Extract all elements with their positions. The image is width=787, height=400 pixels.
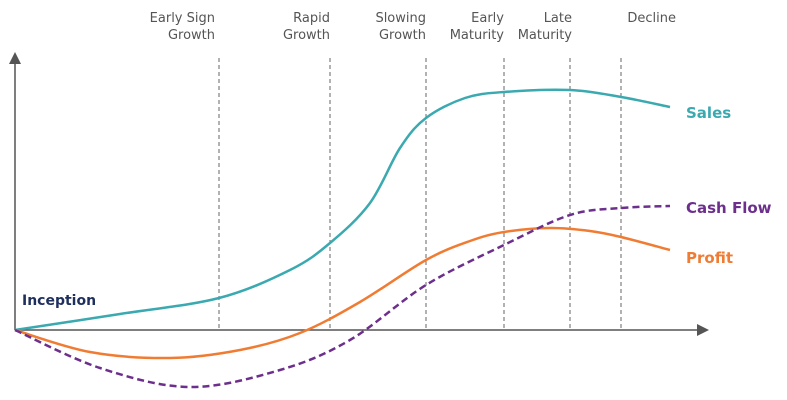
stage-label: Decline: [627, 11, 676, 26]
stage-label: Growth: [283, 28, 330, 43]
sales-curve: [14, 88, 671, 332]
inception-label: Inception: [22, 293, 96, 309]
cash-flow-curve: [14, 204, 671, 389]
stage-dividers: [218, 58, 622, 330]
stage-label: Rapid: [293, 11, 330, 26]
stage-label: Early Sign: [150, 11, 215, 26]
cash-flow-label: Cash Flow: [686, 199, 772, 217]
sales-label: Sales: [686, 104, 731, 122]
stage-label: Late: [544, 11, 572, 26]
stage-label: Maturity: [450, 28, 505, 43]
stage-label: Maturity: [518, 28, 573, 43]
stage-label: Slowing: [375, 11, 426, 26]
stage-label: Early: [471, 11, 504, 26]
stage-label: Growth: [379, 28, 426, 43]
profit-label: Profit: [686, 249, 733, 267]
stage-label: Growth: [168, 28, 215, 43]
stage-labels: Early Sign Growth Rapid Growth Slowing Growth…: [150, 11, 676, 43]
profit-curve: [14, 226, 671, 360]
